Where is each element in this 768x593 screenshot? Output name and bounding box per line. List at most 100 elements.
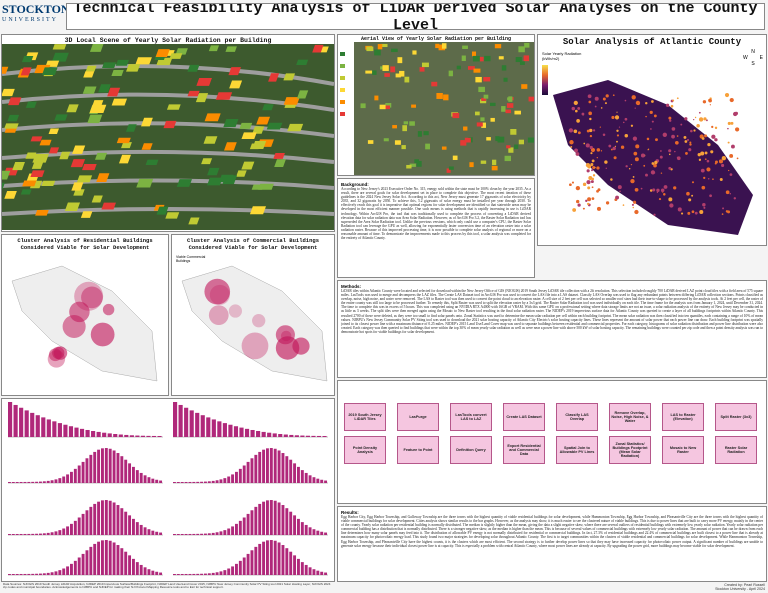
- texture: [725, 190, 730, 195]
- texture: [632, 136, 638, 141]
- building: [96, 173, 110, 183]
- building: [218, 174, 234, 183]
- bar: [188, 533, 192, 535]
- texture: [605, 167, 607, 169]
- texture: [668, 149, 672, 153]
- legend-swatch: [340, 88, 345, 92]
- bar: [207, 533, 211, 535]
- building: [366, 46, 374, 52]
- building: [241, 132, 257, 140]
- bar: [151, 530, 155, 535]
- heading: Background:: [341, 182, 369, 187]
- bar: [139, 564, 143, 575]
- texture: [577, 107, 581, 110]
- bar: [316, 570, 320, 575]
- bar: [30, 412, 35, 437]
- bar: [11, 533, 15, 535]
- bar: [143, 527, 147, 535]
- building: [225, 46, 237, 52]
- building: [452, 112, 460, 119]
- building: [296, 59, 309, 65]
- bar: [192, 573, 196, 575]
- bar: [173, 533, 176, 535]
- building: [381, 43, 388, 48]
- building: [524, 42, 530, 48]
- texture: [582, 182, 587, 187]
- building: [2, 66, 9, 74]
- compass-w: W: [743, 55, 748, 61]
- texture: [691, 194, 694, 197]
- flow-step: Spatial Join to Allowable PV Lines: [556, 436, 598, 464]
- building: [224, 142, 237, 151]
- bar: [124, 459, 128, 483]
- texture: [649, 189, 653, 192]
- texture: [632, 206, 635, 209]
- bar: [24, 410, 29, 437]
- bar: [159, 480, 163, 483]
- bar: [304, 564, 308, 575]
- texture: [604, 102, 607, 105]
- building: [510, 129, 517, 135]
- bar: [192, 481, 196, 483]
- bar: [139, 472, 143, 483]
- bar: [31, 481, 35, 483]
- texture: [731, 144, 735, 149]
- texture: [587, 164, 592, 169]
- bar: [219, 531, 223, 535]
- building: [401, 145, 406, 150]
- bar: [320, 531, 324, 535]
- building: [82, 164, 97, 171]
- texture: [596, 148, 601, 152]
- bar: [147, 569, 151, 575]
- building: [406, 164, 412, 169]
- bar: [231, 474, 235, 483]
- building: [163, 120, 177, 129]
- bar: [39, 573, 42, 575]
- texture: [651, 120, 654, 123]
- bar: [178, 404, 183, 437]
- texture: [624, 134, 629, 138]
- bar: [74, 427, 79, 437]
- texture: [631, 95, 636, 100]
- bar: [46, 532, 50, 535]
- bar: [196, 573, 200, 575]
- bar: [235, 563, 238, 575]
- building: [409, 163, 416, 167]
- bar: [124, 434, 129, 437]
- bar: [188, 481, 192, 483]
- bar: [96, 431, 101, 437]
- hotspot: [228, 304, 242, 318]
- building: [399, 70, 405, 77]
- building: [425, 143, 430, 150]
- building: [223, 119, 239, 128]
- bar: [273, 448, 277, 483]
- bar: [289, 551, 293, 575]
- bar: [124, 551, 128, 575]
- bar: [277, 502, 281, 535]
- texture: [605, 201, 610, 205]
- texture: [656, 188, 660, 192]
- building: [460, 140, 467, 146]
- texture: [602, 97, 606, 101]
- texture: [577, 203, 581, 207]
- bar: [57, 423, 62, 437]
- texture: [591, 197, 595, 201]
- texture: [689, 141, 692, 144]
- bar: [184, 481, 188, 483]
- texture: [604, 160, 608, 164]
- building: [80, 211, 93, 218]
- texture: [683, 135, 687, 139]
- building: [461, 55, 466, 61]
- texture: [701, 185, 706, 190]
- bar: [35, 573, 39, 575]
- building: [25, 101, 37, 108]
- bar: [73, 468, 77, 483]
- texture: [680, 212, 684, 215]
- texture: [647, 149, 649, 151]
- texture: [710, 150, 714, 154]
- bar: [66, 474, 70, 483]
- texture: [729, 173, 733, 176]
- bar: [200, 415, 205, 437]
- building: [494, 44, 502, 49]
- cluster-map: [11, 265, 158, 382]
